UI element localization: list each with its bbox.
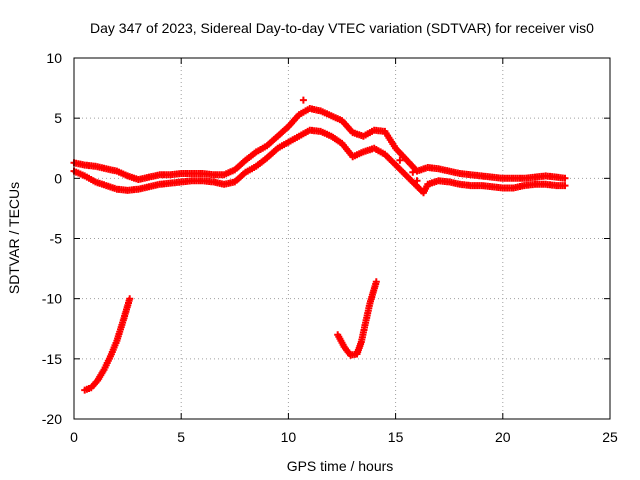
data-point	[561, 174, 569, 182]
y-tick-label: 0	[54, 170, 62, 186]
data-point	[413, 177, 421, 185]
y-tick-label: -15	[42, 351, 62, 367]
x-tick-label: 20	[495, 429, 511, 445]
grid-lines	[74, 58, 610, 419]
data-point	[372, 278, 380, 286]
y-tick-label: 10	[46, 50, 62, 66]
x-tick-label: 5	[177, 429, 185, 445]
x-tick-label: 10	[281, 429, 297, 445]
x-axis-label: GPS time / hours	[287, 458, 394, 474]
y-tick-labels: -20 -15 -10 -5 0 5 10	[42, 50, 62, 427]
data-point	[396, 156, 404, 164]
y-axis-label: SDTVAR / TECUs	[6, 182, 22, 294]
chart-title: Day 347 of 2023, Sidereal Day-to-day VTE…	[90, 20, 594, 36]
plot-border	[73, 57, 611, 420]
y-tick-label: 5	[54, 110, 62, 126]
y-tick-label: -10	[42, 291, 62, 307]
y-tick-label: -5	[50, 231, 63, 247]
x-tick-label: 25	[602, 429, 618, 445]
x-tick-labels: 0 5 10 15 20 25	[70, 429, 618, 445]
data-point	[126, 295, 134, 303]
data-points	[70, 96, 569, 394]
data-point	[409, 168, 417, 176]
y-tick-label: -20	[42, 411, 62, 427]
x-tick-label: 0	[70, 429, 78, 445]
data-point	[299, 96, 307, 104]
data-point	[561, 182, 569, 190]
x-tick-label: 15	[388, 429, 404, 445]
